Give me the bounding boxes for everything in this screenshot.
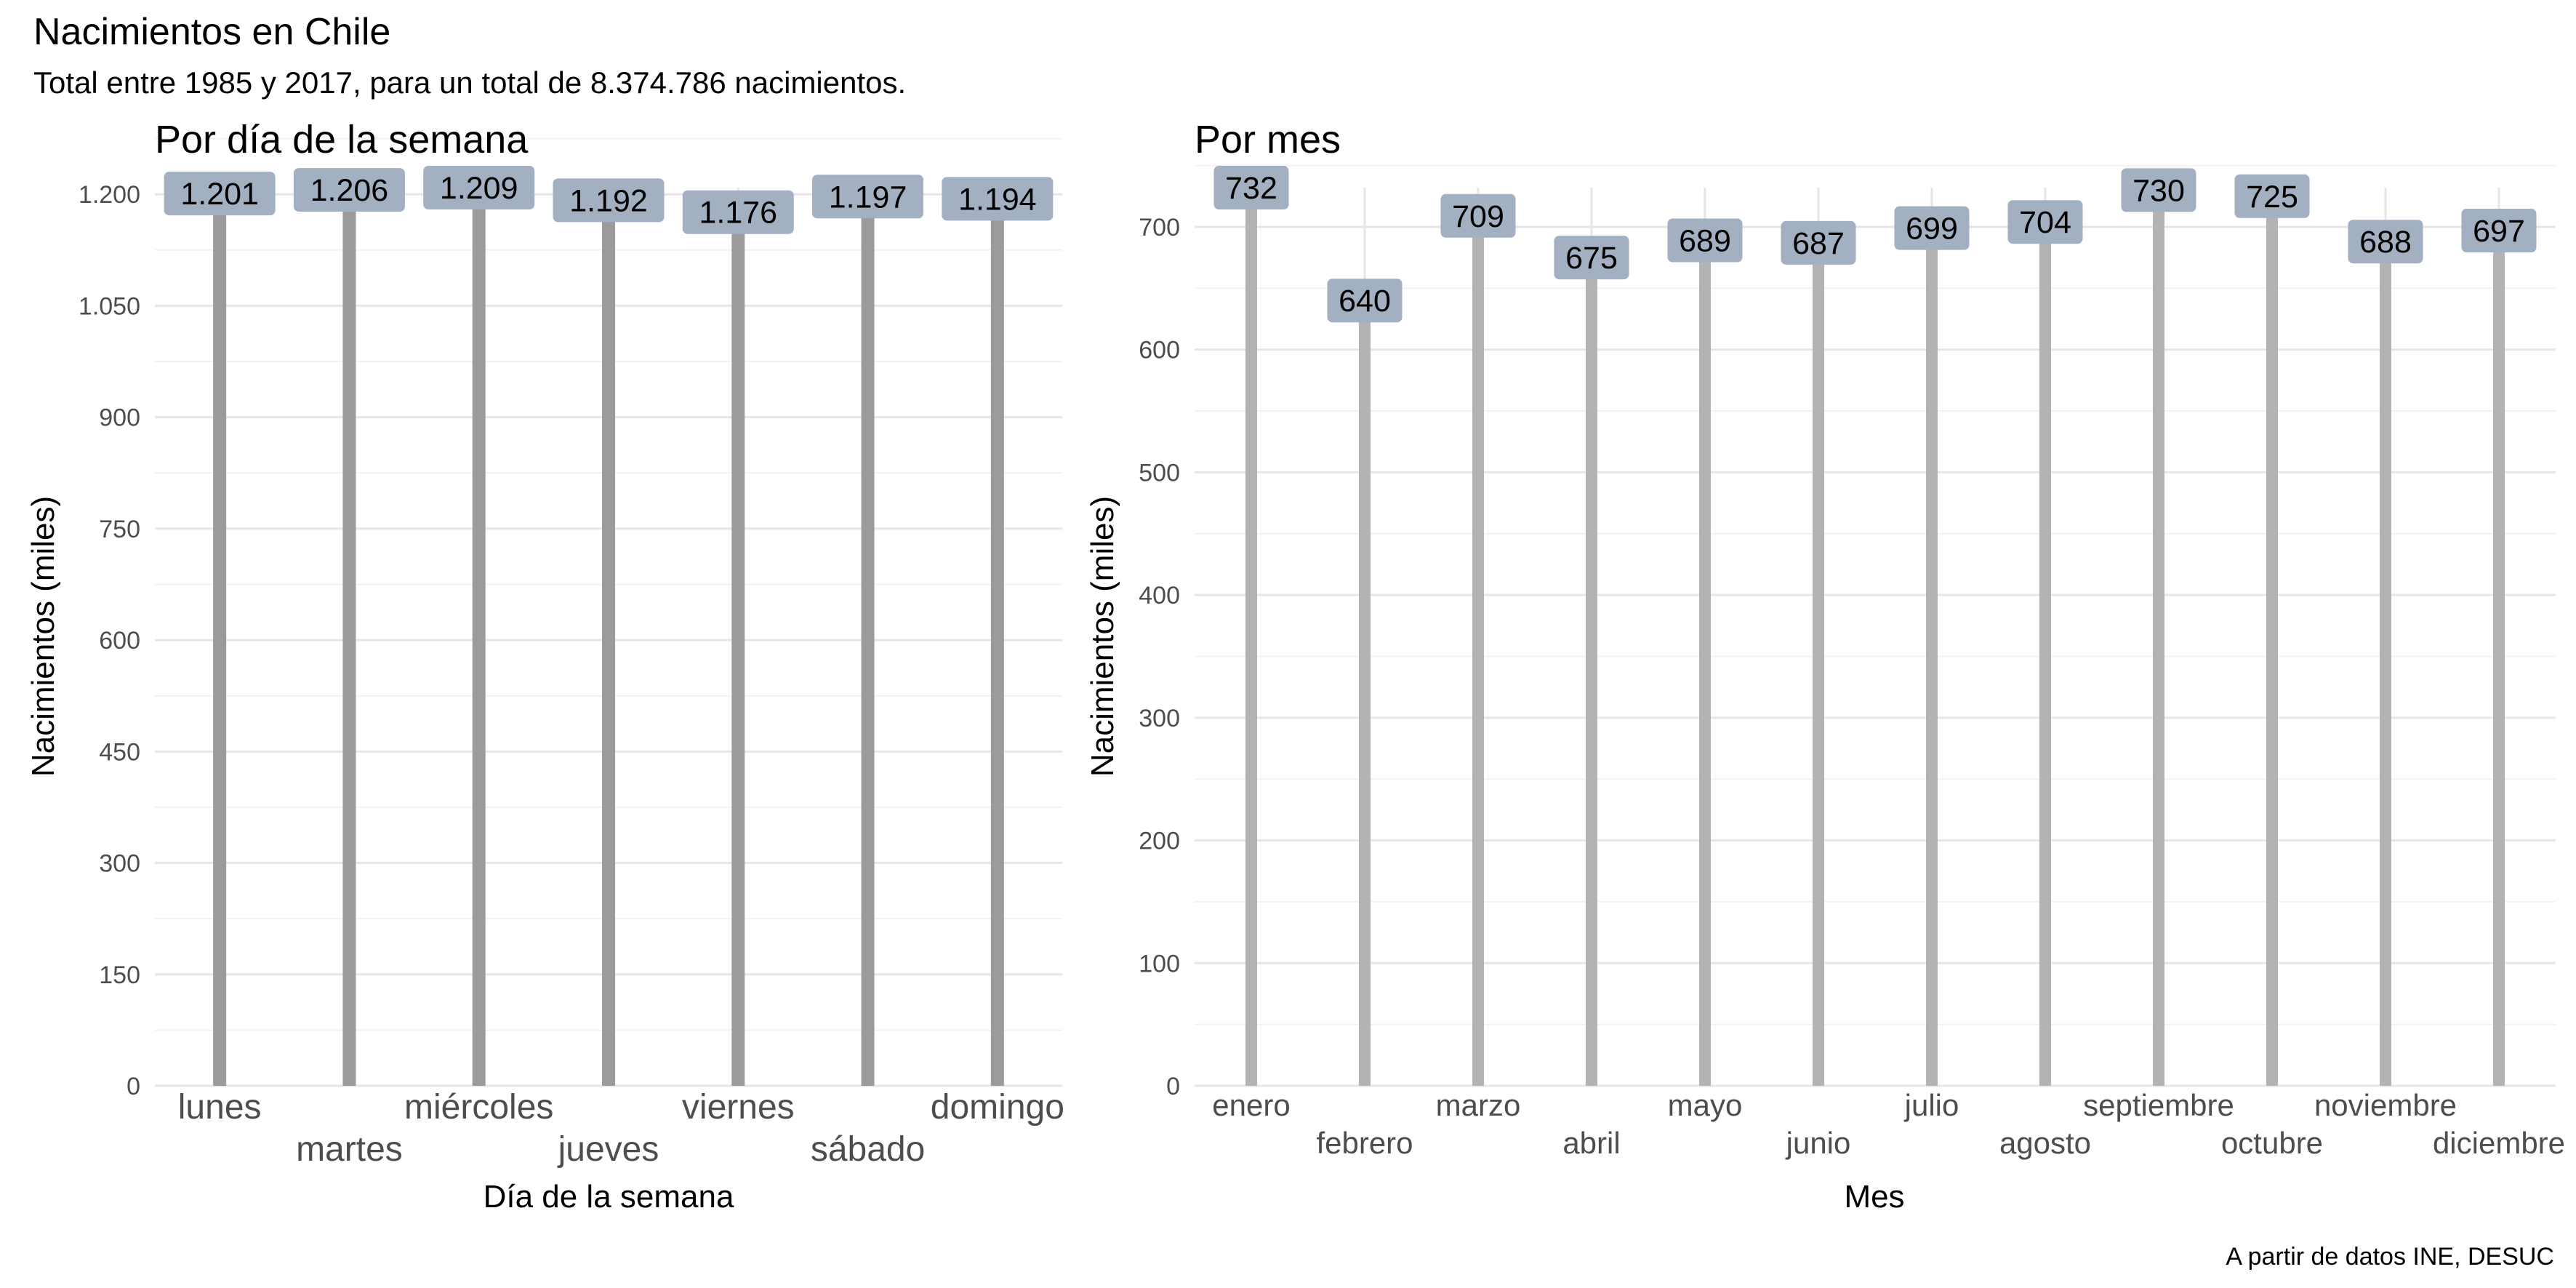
x-tick-label: jueves (557, 1130, 659, 1169)
y-tick-label: 900 (99, 404, 140, 432)
x-tick-label: diciembre (2433, 1126, 2565, 1160)
value-label: 1.197 (829, 180, 907, 215)
y-tick-label: 1.200 (79, 181, 140, 209)
y-tick-label: 400 (1139, 582, 1180, 609)
y-tick-label: 150 (99, 961, 140, 989)
y-tick-label: 1.050 (79, 292, 140, 320)
y-axis-title: Nacimientos (miles) (1085, 496, 1120, 777)
value-label-box (812, 175, 924, 219)
y-tick-label: 500 (1139, 459, 1180, 487)
value-label: 1.194 (958, 182, 1037, 217)
value-label-box (1440, 193, 1516, 238)
panel-weekday: 0 150 300 450 600 750 900 1.050 1.200 1.201 1.206 1… (25, 118, 1064, 1215)
value-label-box (164, 172, 276, 216)
chart-subtitle: Total entre 1985 y 2017, para un total d… (33, 65, 907, 100)
value-label-box (2007, 200, 2083, 244)
value-label: 732 (1225, 171, 1277, 206)
value-label: 1.209 (440, 171, 518, 206)
y-tick-label: 600 (99, 627, 140, 655)
y-tick-label: 700 (1139, 214, 1180, 241)
x-tick-label: viernes (682, 1088, 795, 1127)
value-label-box (553, 178, 665, 223)
y-tick-label: 600 (1139, 337, 1180, 364)
y-tick-label: 0 (1166, 1073, 1180, 1100)
value-label: 689 (1679, 224, 1731, 259)
value-label: 709 (1452, 199, 1504, 234)
value-label: 730 (2132, 173, 2185, 208)
value-label: 699 (1906, 212, 1958, 247)
x-tick-label: noviembre (2314, 1088, 2457, 1122)
value-label: 725 (2246, 180, 2298, 215)
x-tick-label: sábado (811, 1130, 925, 1169)
x-tick-label: octubre (2221, 1126, 2323, 1160)
y-tick-label: 0 (127, 1073, 140, 1100)
x-tick-label: miércoles (404, 1088, 553, 1127)
y-tick-label: 200 (1139, 828, 1180, 855)
value-label: 640 (1339, 284, 1391, 319)
value-label-box (293, 168, 405, 212)
value-label: 1.176 (699, 196, 777, 231)
x-tick-label: mayo (1668, 1088, 1743, 1122)
y-tick-label: 300 (1139, 705, 1180, 732)
value-label: 704 (2019, 205, 2071, 240)
y-tick-label: 100 (1139, 950, 1180, 977)
x-tick-label: julio (1903, 1088, 1959, 1122)
chart-title: Nacimientos en Chile (33, 11, 391, 53)
x-axis-title: Día de la semana (483, 1179, 734, 1215)
x-tick-label: febrero (1316, 1126, 1413, 1160)
value-label: 687 (1792, 226, 1845, 261)
value-label-box (1554, 236, 1629, 280)
x-tick-label: abril (1562, 1126, 1620, 1160)
source-caption: A partir de datos INE, DESUC (2226, 1243, 2554, 1271)
value-label: 688 (2359, 225, 2412, 260)
x-tick-label: junio (1785, 1126, 1851, 1160)
panel-title: Por día de la semana (155, 118, 529, 161)
value-label: 1.201 (180, 177, 259, 212)
y-axis-title: Nacimientos (miles) (25, 496, 61, 777)
y-tick-label: 750 (99, 516, 140, 543)
value-label-box (1667, 218, 1743, 263)
value-label: 697 (2473, 214, 2525, 249)
x-tick-label: septiembre (2083, 1088, 2234, 1122)
x-tick-label: martes (296, 1130, 403, 1169)
value-label-box (942, 177, 1054, 221)
x-tick-label: enero (1212, 1088, 1290, 1122)
value-label: 675 (1565, 241, 1618, 276)
value-label-box (1213, 166, 1289, 209)
panel-title: Por mes (1195, 118, 1341, 161)
value-label: 1.192 (569, 183, 648, 218)
x-axis-title: Mes (1844, 1179, 1904, 1215)
x-tick-label: agosto (1999, 1126, 2091, 1160)
value-label: 1.206 (310, 173, 389, 208)
value-label-box (1894, 206, 1970, 250)
value-label-box (2348, 220, 2423, 264)
x-tick-label: marzo (1436, 1088, 1521, 1122)
y-tick-label: 450 (99, 738, 140, 766)
value-label-box (1781, 220, 1856, 265)
value-label-box (2234, 174, 2310, 218)
value-label-box (2121, 168, 2196, 212)
value-label-box (682, 190, 794, 234)
value-label-box (423, 166, 535, 209)
panel-month: 0 100 200 300 400 500 600 700 732 640 709 675 689 687… (1085, 118, 2565, 1215)
y-tick-label: 300 (99, 850, 140, 878)
x-tick-label: lunes (178, 1088, 262, 1127)
value-label-box (1327, 279, 1403, 323)
x-tick-label: domingo (931, 1088, 1064, 1127)
value-label-box (2461, 209, 2537, 253)
charts-canvas: 0 150 300 450 600 750 900 1.050 1.200 1.201 1.206 1… (25, 118, 2565, 1215)
